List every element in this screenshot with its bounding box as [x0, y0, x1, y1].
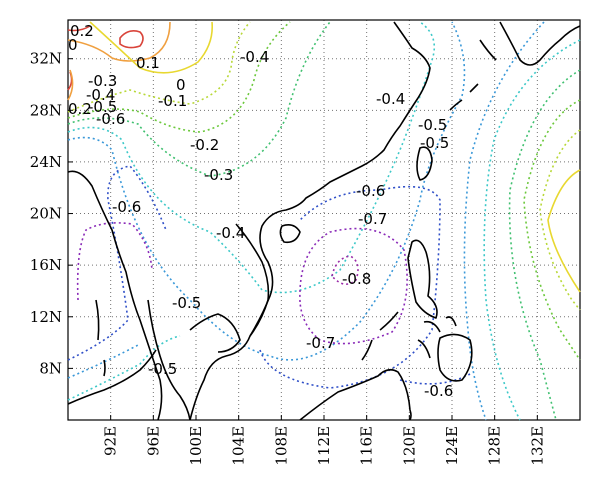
- contour-label: 0: [68, 36, 78, 54]
- contour-label: -0.1: [158, 92, 187, 110]
- x-tick-label: 128E: [486, 426, 504, 466]
- coast-luzon: [407, 239, 438, 319]
- x-tick-label: 100E: [187, 426, 205, 466]
- contour-label: -0.4: [86, 86, 115, 104]
- coast-mainland: [67, 21, 431, 421]
- contour-label: -0.7: [306, 334, 335, 352]
- y-tick-label: 32N: [30, 50, 62, 68]
- contour-label: 0.2: [70, 22, 94, 40]
- coast-mindanao: [437, 333, 473, 382]
- contour-label: -0.5: [172, 294, 201, 312]
- contour-m06-main: [67, 165, 441, 389]
- contour-label: -0.4: [240, 48, 269, 66]
- x-tick-label: 124E: [443, 426, 461, 466]
- contour-m03-e: [508, 69, 581, 421]
- y-tick-label: 16N: [30, 256, 62, 274]
- x-tick-label: 116E: [358, 426, 376, 466]
- coast-malay-peninsula: [147, 299, 191, 421]
- contour-m03-nw: [67, 21, 331, 177]
- contour-m02-e: [523, 99, 581, 361]
- contour-label: -0.4: [216, 224, 245, 242]
- y-axis-tick-labels: 32N 28N 24N 20N 16N 12N 8N: [30, 50, 62, 378]
- contour-label: -0.2: [190, 136, 219, 154]
- y-tick-label: 12N: [30, 308, 62, 326]
- contour-label: -0.5: [420, 134, 449, 152]
- contour-pos02-closed: [119, 30, 144, 49]
- x-axis-tick-labels: 92E 96E 100E 104E 108E 112E 116E 120E 124E 128E 13…: [102, 426, 547, 466]
- contour-label: -0.3: [88, 72, 117, 90]
- contour-label: -0.5: [88, 98, 117, 116]
- contour-label: -0.7: [358, 210, 387, 228]
- coast-ryukyu: [449, 83, 479, 111]
- x-tick-label: 92E: [102, 426, 120, 456]
- contour-label: -0.6: [112, 198, 141, 216]
- y-tick-label: 20N: [30, 205, 62, 223]
- x-tick-label: 112E: [315, 426, 333, 466]
- coast-sumatra: [67, 349, 157, 405]
- contour-m07: [299, 227, 408, 345]
- contour-label: -0.6: [96, 110, 125, 128]
- contour-zero-nw: [89, 21, 214, 74]
- contour-zero-e: [547, 169, 581, 293]
- x-tick-label: 120E: [400, 426, 418, 466]
- contour-m04-e: [483, 39, 581, 421]
- contour-label: -0.4: [376, 90, 405, 108]
- coast-japan-korea: [479, 21, 581, 66]
- contour-m01-e: [539, 129, 581, 311]
- contour-pos01: [67, 21, 171, 101]
- contour-label: -0.3: [204, 166, 233, 184]
- y-tick-label: 24N: [30, 153, 62, 171]
- x-tick-label: 96E: [144, 426, 162, 456]
- coast-andaman: [95, 299, 106, 377]
- contour-label: 0: [176, 76, 186, 94]
- contour-m02-nw: [67, 21, 291, 133]
- coast-borneo: [299, 368, 412, 421]
- contour-labels: 0.2 0 0.1 -0.3 0 -0.4 0.2 -0.5 -0.6 -0.1…: [68, 22, 453, 400]
- contour-label: -0.6: [424, 382, 453, 400]
- contour-m05-e: [463, 21, 545, 421]
- y-tick-label: 8N: [39, 359, 62, 377]
- contour-m04-sw: [67, 335, 181, 401]
- coast-gulf-thailand: [189, 313, 241, 353]
- coast-visayas: [417, 316, 457, 359]
- coast-palawan: [361, 311, 399, 361]
- x-tick-label: 104E: [230, 426, 248, 466]
- coast-indochina-east: [235, 223, 270, 337]
- contour-label: 0.1: [136, 54, 160, 72]
- x-tick-label: 108E: [272, 426, 290, 466]
- coast-taiwan: [416, 146, 433, 181]
- coast-hainan: [279, 224, 301, 244]
- contour-label: -0.6: [356, 182, 385, 200]
- contour-m04-main: [67, 21, 436, 294]
- contour-label: -0.8: [342, 270, 371, 288]
- contour-label: -0.5: [418, 116, 447, 134]
- coastlines: [67, 21, 581, 421]
- contour-label: -0.5: [148, 360, 177, 378]
- x-tick-label: 132E: [528, 426, 546, 466]
- y-tick-label: 28N: [30, 101, 62, 119]
- contour-label: 0.2: [68, 100, 92, 118]
- contour-m08: [331, 255, 359, 285]
